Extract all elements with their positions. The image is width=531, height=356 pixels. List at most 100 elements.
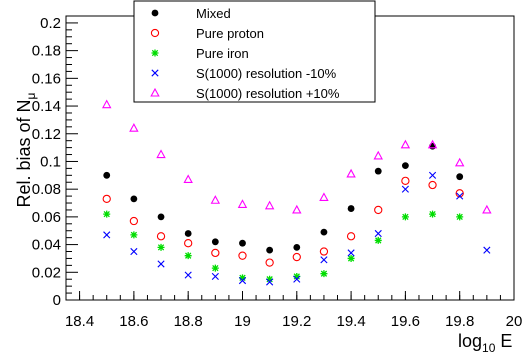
y-tick-label: 0.1	[40, 153, 61, 170]
legend-marker	[151, 49, 159, 57]
y-tick-label: 0.16	[32, 70, 61, 87]
legend-marker	[150, 87, 160, 97]
data-point	[483, 246, 491, 254]
legend-entry: Pure proton	[150, 26, 264, 41]
legend-marker	[151, 69, 159, 77]
x-tick-label: 19.8	[445, 313, 474, 330]
data-point	[292, 204, 302, 214]
data-point	[156, 149, 166, 159]
x-tick-label: 18.8	[174, 313, 203, 330]
data-point	[239, 239, 246, 247]
x-tick-label: 18.4	[65, 313, 94, 330]
data-point	[157, 260, 165, 268]
x-axis: 18.4 18.6 18.8 19 19.2 19.4 19.6 19.8 20	[65, 291, 522, 330]
data-point	[374, 167, 382, 175]
data-point	[184, 271, 192, 279]
data-point	[455, 189, 464, 198]
data-point	[374, 205, 383, 215]
data-point	[238, 274, 246, 282]
legend-label: S(1000) resolution -10%	[196, 66, 337, 81]
y-tick-label: 0.06	[32, 209, 61, 226]
y-tick-label: 0.14	[32, 98, 61, 115]
data-point	[319, 192, 329, 202]
legend-entry: S(1000) resolution -10%	[151, 66, 337, 81]
data-point	[103, 210, 111, 218]
data-point	[102, 194, 111, 204]
data-point	[374, 229, 382, 238]
data-point	[130, 231, 138, 239]
data-point	[184, 230, 192, 237]
data-point	[293, 272, 301, 280]
data-point	[429, 210, 437, 218]
x-tick-label: 19.6	[391, 313, 420, 330]
y-tick-label: 0.2	[40, 15, 61, 32]
data-point	[211, 272, 219, 281]
data-point	[156, 232, 166, 241]
x-tick-label: 18.6	[119, 313, 148, 330]
data-point	[347, 249, 355, 257]
series-2	[103, 210, 464, 283]
y-axis-label-subscript: μ	[24, 92, 38, 99]
y-tick-label: 0.04	[32, 237, 61, 254]
data-point	[482, 204, 492, 214]
x-tick-label: 19	[234, 313, 251, 330]
y-tick-label: 0.18	[32, 43, 61, 60]
data-point	[320, 256, 328, 264]
data-point	[184, 239, 193, 248]
legend-entry: S(1000) resolution +10%	[150, 86, 340, 101]
data-point	[211, 248, 220, 258]
data-point	[103, 231, 111, 239]
x-tick-label: 19.2	[282, 313, 311, 330]
data-point	[266, 275, 274, 283]
series-1	[102, 176, 464, 267]
data-point	[401, 176, 410, 186]
data-point	[264, 200, 275, 210]
data-point	[428, 171, 437, 179]
data-point	[130, 195, 138, 203]
data-point	[319, 247, 329, 256]
legend: Mixed Pure proton Pure iron S(1000) resolut…	[133, 0, 376, 103]
y-axis: 0 0.02 0.04 0.06 0.08 0.1 0.12 0.14 0.16 0.18 0.2	[32, 15, 78, 309]
data-point	[373, 150, 383, 160]
data-point	[401, 162, 409, 170]
legend-marker	[150, 28, 160, 38]
data-point	[130, 247, 138, 256]
data-point	[210, 195, 221, 204]
data-point	[292, 252, 301, 262]
legend-label: Mixed	[196, 6, 231, 21]
x-tick-label: 19.4	[336, 313, 365, 330]
y-tick-label: 0.08	[32, 181, 61, 198]
legend-entry: Pure iron	[151, 46, 249, 61]
data-point	[374, 236, 382, 244]
data-point	[401, 185, 409, 193]
y-axis-label: Rel. bias of Nμ	[14, 92, 38, 207]
legend-marker	[151, 9, 159, 17]
data-point	[293, 275, 301, 283]
data-point	[157, 213, 165, 221]
data-point	[401, 213, 409, 221]
data-point	[129, 216, 139, 226]
x-axis-label: log10 E	[458, 331, 512, 355]
data-point	[427, 139, 438, 149]
data-point	[347, 205, 355, 212]
data-point	[320, 270, 328, 278]
data-point	[238, 251, 247, 260]
data-markers	[102, 99, 492, 286]
data-point	[102, 99, 112, 109]
x-axis-label-tail: E	[495, 331, 512, 351]
data-point	[347, 254, 355, 262]
data-point	[157, 243, 165, 251]
legend-label: S(1000) resolution +10%	[196, 86, 340, 101]
data-point	[320, 228, 328, 236]
legend-box	[133, 0, 376, 103]
series-0	[103, 142, 464, 254]
series-3	[103, 171, 491, 286]
y-tick-label: 0.02	[32, 264, 61, 281]
data-point	[265, 258, 274, 267]
data-point	[211, 238, 219, 246]
data-point	[237, 199, 248, 208]
data-point	[184, 252, 192, 260]
series-4	[102, 99, 492, 214]
data-point	[400, 139, 411, 149]
